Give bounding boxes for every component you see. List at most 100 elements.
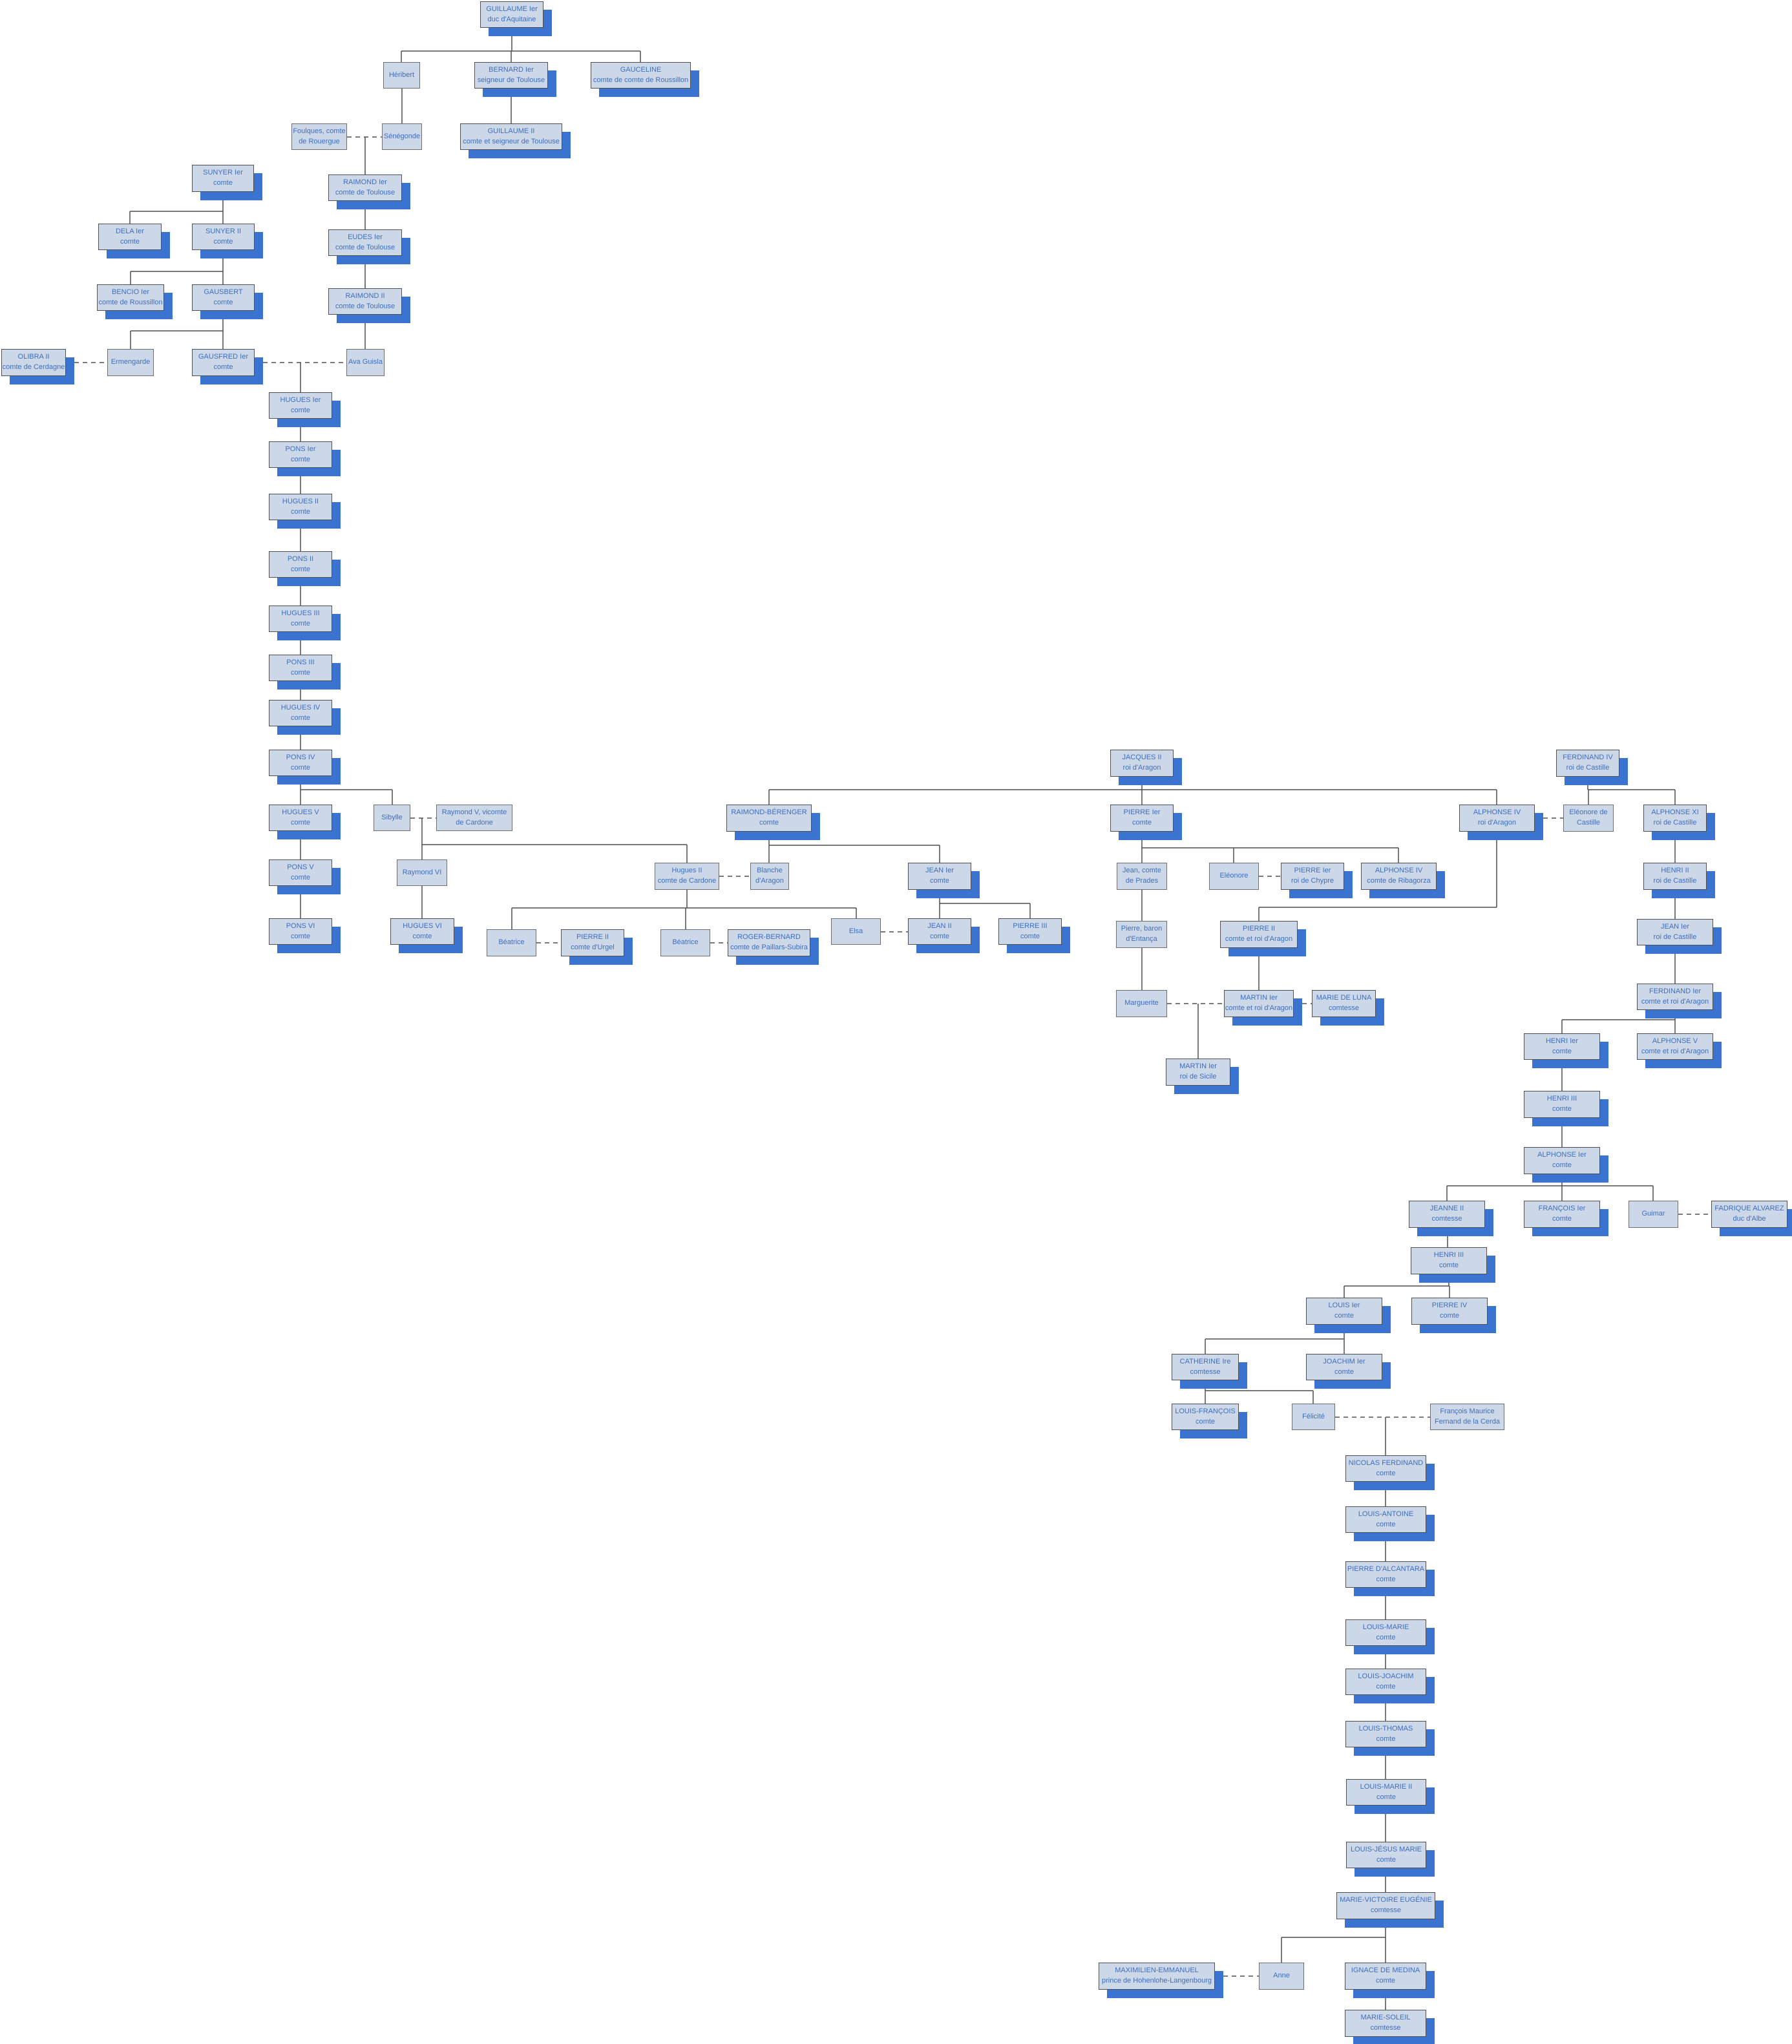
person-node-hugues-3[interactable]: HUGUES III comte: [269, 606, 332, 632]
person-node-hugues-6[interactable]: HUGUES VI comte: [390, 918, 454, 945]
person-node-dela-1er[interactable]: DELA Ier comte: [98, 224, 162, 250]
person-node-senegonde[interactable]: Sénégonde: [382, 123, 422, 150]
person-node-eudes-1er[interactable]: EUDES Ier comte de Toulouse: [328, 229, 402, 256]
person-node-roger-bernard[interactable]: ROGER-BERNARD comte de Paillars-Subira: [728, 929, 810, 956]
person-node-gauceline[interactable]: GAUCELINE comte de comte de Roussillon: [591, 62, 691, 89]
person-node-pierre-3[interactable]: PIERRE III comte: [998, 918, 1062, 945]
person-node-sunyer-2[interactable]: SUNYER II comte: [192, 224, 255, 250]
person-node-alphonse-5[interactable]: ALPHONSE V comte et roi d'Aragon: [1637, 1033, 1713, 1060]
person-name: Eléonore: [1219, 872, 1249, 880]
person-node-louis-jesus-marie[interactable]: LOUIS-JÉSUS MARIE comte: [1346, 1842, 1426, 1868]
person-node-maximilien-emmanuel[interactable]: MAXIMILIEN-EMMANUEL prince de Hohenlohe-L…: [1099, 1963, 1215, 1990]
person-node-alphonse-4-aragon[interactable]: ALPHONSE IV roi d'Aragon: [1459, 805, 1535, 832]
person-node-louis-joachim[interactable]: LOUIS-JOACHIM comte: [1345, 1669, 1426, 1695]
person-node-henri-3-comte-2[interactable]: HENRI III comte: [1411, 1247, 1487, 1274]
person-node-marie-soleil[interactable]: MARIE-SOLEIL comtesse: [1345, 2010, 1426, 2037]
person-node-ermengarde[interactable]: Ermengarde: [107, 349, 154, 376]
person-node-guillaume-2[interactable]: GUILLAUME II comte et seigneur de Toulous…: [460, 123, 562, 150]
person-node-fadrique-alvarez[interactable]: FADRIQUE ALVAREZ duc d'Albe: [1711, 1201, 1787, 1228]
person-name: PIERRE Ier: [1294, 867, 1331, 875]
person-node-marguerite[interactable]: Marguerite: [1116, 990, 1167, 1017]
person-node-martin-1er-aragon[interactable]: MARTIN Ier comte et roi d'Aragon: [1224, 990, 1294, 1017]
person-node-guillaume-1er-aquitaine[interactable]: GUILLAUME Ier duc d'Aquitaine: [480, 1, 543, 28]
person-node-hugues-4[interactable]: HUGUES IV comte: [269, 700, 332, 726]
person-node-anne[interactable]: Anne: [1259, 1963, 1304, 1990]
person-node-ferdinand-4[interactable]: FERDINAND IV roi de Castille: [1556, 750, 1619, 777]
person-node-louis-marie[interactable]: LOUIS-MARIE comte: [1345, 1619, 1426, 1646]
person-node-jeanne-2[interactable]: JEANNE II comtesse: [1409, 1201, 1485, 1228]
person-node-henri-3-comte[interactable]: HENRI III comte: [1524, 1091, 1600, 1118]
person-node-marie-de-luna[interactable]: MARIE DE LUNA comtesse: [1312, 990, 1376, 1017]
person-node-ava-guisla[interactable]: Ava Guisla: [346, 349, 385, 376]
person-node-foulques-rouergue[interactable]: Foulques, comte de Rouergue: [291, 123, 347, 150]
person-node-pierre-2-aragon[interactable]: PIERRE II comte et roi d'Aragon: [1220, 921, 1298, 948]
person-node-louis-antoine[interactable]: LOUIS-ANTOINE comte: [1345, 1506, 1426, 1533]
person-node-raymond-5-cardone[interactable]: Raymond V, vicomte de Cardone: [436, 805, 512, 831]
person-node-henri-1er[interactable]: HENRI Ier comte: [1524, 1033, 1600, 1060]
person-node-alphonse-11[interactable]: ALPHONSE XI roi de Castille: [1643, 805, 1707, 832]
person-node-elsa[interactable]: Elsa: [831, 918, 881, 945]
person-node-pierre-2-urgel[interactable]: PIERRE II comte d'Urgel: [561, 929, 624, 956]
person-node-bencio-1er[interactable]: BENCIO Ier comte de Roussillon: [97, 284, 164, 311]
person-node-pons-4[interactable]: PONS IV comte: [269, 750, 332, 776]
person-node-olibra-2[interactable]: OLIBRA II comte de Cerdagne: [1, 349, 66, 376]
person-node-eleonore[interactable]: Eléonore: [1209, 863, 1259, 890]
person-node-pons-5[interactable]: PONS V comte: [269, 859, 332, 886]
person-node-beatrice-1[interactable]: Béatrice: [487, 929, 536, 956]
person-node-louis-marie-2[interactable]: LOUIS-MARIE II comte: [1346, 1779, 1426, 1806]
person-node-pons-3[interactable]: PONS III comte: [269, 655, 332, 681]
person-node-jean-1er-comte[interactable]: JEAN Ier comte: [908, 863, 971, 890]
person-node-eleonore-castille[interactable]: Eléonore de Castille: [1563, 805, 1614, 832]
person-node-pierre-1er-chypre[interactable]: PIERRE Ier roi de Chypre: [1281, 863, 1344, 890]
person-node-martin-1er-sicile[interactable]: MARTIN Ier roi de Sicile: [1166, 1059, 1230, 1086]
person-node-pons-1er[interactable]: PONS Ier comte: [269, 441, 332, 468]
person-node-hugues-1er[interactable]: HUGUES Ier comte: [269, 392, 332, 419]
person-node-francois-maurice-cerda[interactable]: François Maurice Fernand de la Cerda: [1430, 1404, 1504, 1430]
person-name: OLIBRA II: [17, 353, 50, 361]
person-node-louis-1er[interactable]: LOUIS Ier comte: [1306, 1298, 1382, 1325]
person-node-joachim-1er[interactable]: JOACHIM Ier comte: [1306, 1354, 1382, 1380]
person-node-pierre-4[interactable]: PIERRE IV comte: [1411, 1298, 1488, 1325]
person-node-jean-1er-castille[interactable]: JEAN Ier roi de Castille: [1637, 919, 1713, 945]
person-node-felicite[interactable]: Félicité: [1292, 1404, 1335, 1430]
person-node-hugues-2[interactable]: HUGUES II comte: [269, 494, 332, 520]
person-node-pons-2[interactable]: PONS II comte: [269, 551, 332, 578]
person-node-louis-thomas[interactable]: LOUIS-THOMAS comte: [1345, 1721, 1426, 1747]
person-node-alphonse-4-ribagorza[interactable]: ALPHONSE IV comte de Ribagorza: [1361, 863, 1437, 890]
person-node-pons-6[interactable]: PONS VI comte: [269, 918, 332, 945]
person-node-sunyer-1er[interactable]: SUNYER Ier comte: [192, 165, 254, 192]
person-node-ferdinand-1er[interactable]: FERDINAND Ier comte et roi d'Aragon: [1637, 984, 1713, 1010]
person-node-raymond-6[interactable]: Raymond VI: [397, 859, 447, 886]
person-node-catherine-1re[interactable]: CATHERINE Ire comtesse: [1172, 1354, 1239, 1380]
person-node-pierre-alcantara[interactable]: PIERRE D'ALCANTARA comte: [1345, 1561, 1426, 1588]
person-name: ALPHONSE V: [1652, 1037, 1698, 1045]
person-node-jean-2[interactable]: JEAN II comte: [908, 918, 971, 945]
person-node-gausfred-1er[interactable]: GAUSFRED Ier comte: [192, 349, 255, 376]
person-node-henri-2[interactable]: HENRI II roi de Castille: [1643, 863, 1707, 890]
person-node-guimar[interactable]: Guimar: [1629, 1201, 1678, 1228]
person-node-pierre-entanca[interactable]: Pierre, baron d'Entança: [1116, 921, 1167, 948]
person-node-heribert[interactable]: Héribert: [383, 62, 420, 89]
person-node-beatrice-2[interactable]: Béatrice: [660, 929, 710, 956]
person-node-francois-1er[interactable]: FRANÇOIS Ier comte: [1524, 1201, 1600, 1228]
person-node-jean-prades[interactable]: Jean, comte de Prades: [1117, 863, 1167, 890]
person-title: comtesse: [1370, 1906, 1402, 1914]
person-node-raimond-2[interactable]: RAIMOND II comte de Toulouse: [328, 288, 402, 315]
person-node-raimond-1er[interactable]: RAIMOND Ier comte de Toulouse: [328, 174, 402, 201]
person-node-blanche-aragon[interactable]: Blanche d'Aragon: [750, 863, 789, 890]
person-node-pierre-1er-comte[interactable]: PIERRE Ier comte: [1110, 805, 1174, 832]
person-node-sibylle[interactable]: Sibylle: [374, 805, 410, 831]
person-node-gausbert[interactable]: GAUSBERT comte: [192, 284, 255, 311]
person-node-hugues-2-cardone[interactable]: Hugues II comte de Cardone: [655, 863, 719, 890]
person-node-marie-victoire-eugenie[interactable]: MARIE-VICTOIRE EUGÉNIE comtesse: [1336, 1892, 1435, 1919]
person-node-raimond-berenger[interactable]: RAIMOND-BÉRENGER comte: [726, 805, 812, 832]
person-node-ignace-de-medina[interactable]: IGNACE DE MEDINA comte: [1345, 1963, 1426, 1990]
person-node-nicolas-ferdinand[interactable]: NICOLAS FERDINAND comte: [1345, 1455, 1426, 1482]
person-name: RAIMOND Ier: [343, 178, 387, 186]
person-node-louis-francois[interactable]: LOUIS-FRANÇOIS comte: [1172, 1404, 1239, 1430]
person-node-bernard-1er[interactable]: BERNARD Ier seigneur de Toulouse: [474, 62, 548, 89]
person-node-hugues-5[interactable]: HUGUES V comte: [269, 805, 332, 831]
person-node-alphonse-1er-comte[interactable]: ALPHONSE Ier comte: [1524, 1147, 1600, 1174]
person-node-jacques-2[interactable]: JACQUES II roi d'Aragon: [1110, 750, 1174, 777]
